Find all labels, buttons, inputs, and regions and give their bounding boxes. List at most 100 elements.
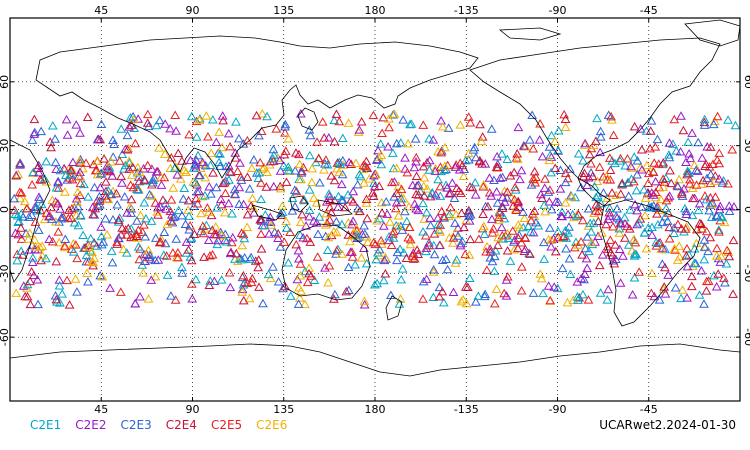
occultation-marker bbox=[297, 209, 307, 219]
occultation-marker bbox=[220, 188, 231, 198]
occultation-marker bbox=[362, 213, 373, 223]
occultation-marker bbox=[125, 180, 136, 189]
occultation-marker bbox=[184, 211, 194, 220]
occultation-marker bbox=[694, 290, 705, 299]
occultation-marker bbox=[586, 227, 597, 236]
occultation-marker bbox=[573, 295, 583, 304]
occultation-marker bbox=[663, 208, 674, 217]
occultation-marker bbox=[378, 275, 389, 285]
occultation-marker bbox=[146, 191, 157, 200]
occultation-marker bbox=[141, 213, 151, 223]
occultation-marker bbox=[345, 236, 355, 246]
occultation-marker bbox=[68, 238, 79, 248]
occultation-marker bbox=[114, 156, 125, 165]
occultation-marker bbox=[598, 188, 609, 197]
occultation-marker bbox=[281, 177, 292, 186]
occultation-marker bbox=[384, 122, 394, 132]
occultation-marker bbox=[232, 256, 243, 265]
occultation-marker bbox=[177, 210, 187, 220]
occultation-marker bbox=[295, 270, 306, 280]
occultation-marker bbox=[424, 165, 435, 174]
occultation-marker bbox=[10, 209, 21, 218]
occultation-marker bbox=[666, 178, 677, 188]
occultation-marker bbox=[215, 194, 226, 204]
occultation-marker bbox=[29, 114, 40, 124]
occultation-marker bbox=[320, 231, 331, 241]
occultation-marker bbox=[596, 198, 606, 208]
occultation-marker bbox=[60, 187, 70, 196]
occultation-marker bbox=[684, 250, 694, 259]
occultation-marker bbox=[24, 228, 35, 237]
occultation-marker bbox=[470, 297, 481, 306]
occultation-marker bbox=[206, 148, 217, 157]
occultation-marker bbox=[400, 153, 410, 162]
occultation-marker bbox=[428, 240, 439, 250]
occultation-marker bbox=[14, 216, 24, 225]
occultation-marker bbox=[593, 216, 604, 226]
occultation-marker bbox=[669, 223, 680, 232]
occultation-marker bbox=[156, 180, 167, 189]
occultation-marker bbox=[64, 300, 75, 309]
occultation-marker bbox=[337, 169, 348, 179]
occultation-marker bbox=[505, 170, 516, 180]
occultation-marker bbox=[384, 114, 394, 123]
occultation-marker bbox=[158, 195, 168, 204]
occultation-marker bbox=[319, 165, 329, 174]
occultation-marker bbox=[445, 202, 456, 212]
occultation-marker bbox=[660, 262, 670, 272]
occultation-marker bbox=[295, 108, 306, 118]
top-lon-label: -45 bbox=[640, 4, 658, 17]
occultation-marker bbox=[354, 169, 365, 179]
occultation-marker bbox=[359, 296, 370, 305]
occultation-marker bbox=[718, 273, 729, 282]
occultation-marker bbox=[460, 249, 471, 259]
occultation-marker bbox=[629, 152, 640, 161]
occultation-marker bbox=[489, 175, 499, 184]
occultation-marker bbox=[350, 259, 361, 269]
occultation-marker bbox=[71, 120, 82, 129]
occultation-marker bbox=[561, 244, 571, 253]
occultation-marker bbox=[348, 186, 359, 196]
occultation-marker bbox=[460, 155, 471, 165]
occultation-marker bbox=[186, 279, 197, 288]
occultation-marker bbox=[463, 148, 474, 158]
occultation-marker bbox=[396, 184, 407, 194]
occultation-marker bbox=[146, 275, 157, 284]
occultation-marker bbox=[603, 110, 614, 119]
occultation-marker bbox=[62, 130, 73, 139]
occultation-marker bbox=[629, 234, 639, 244]
occultation-marker bbox=[35, 242, 45, 252]
occultation-marker bbox=[269, 227, 280, 236]
occultation-marker bbox=[191, 193, 201, 203]
occultation-marker bbox=[605, 235, 616, 244]
occultation-marker bbox=[76, 211, 86, 220]
occultation-marker bbox=[51, 183, 62, 192]
occultation-marker bbox=[165, 123, 176, 133]
occultation-marker bbox=[211, 137, 222, 147]
occultation-marker bbox=[51, 256, 62, 266]
occultation-marker bbox=[421, 274, 432, 283]
occultation-marker bbox=[539, 200, 550, 209]
occultation-marker bbox=[698, 175, 708, 185]
occultation-marker bbox=[437, 286, 448, 296]
occultation-marker bbox=[624, 224, 635, 233]
occultation-marker bbox=[411, 152, 422, 162]
occultation-marker bbox=[256, 126, 267, 135]
occultation-marker bbox=[126, 194, 137, 204]
occultation-marker bbox=[471, 152, 481, 162]
occultation-marker bbox=[183, 245, 194, 254]
occultation-marker bbox=[334, 167, 345, 177]
occultation-marker bbox=[368, 237, 379, 247]
occultation-marker bbox=[197, 191, 208, 201]
occultation-marker bbox=[132, 162, 143, 172]
occultation-marker bbox=[582, 263, 593, 272]
occultation-marker bbox=[487, 214, 497, 223]
occultation-marker bbox=[131, 231, 142, 240]
occultation-marker bbox=[368, 110, 379, 120]
occultation-marker bbox=[425, 220, 436, 230]
occultation-marker bbox=[650, 176, 661, 186]
occultation-marker bbox=[67, 204, 77, 213]
occultation-marker bbox=[26, 266, 37, 276]
occultation-marker bbox=[130, 298, 141, 308]
occultation-marker bbox=[85, 233, 96, 243]
